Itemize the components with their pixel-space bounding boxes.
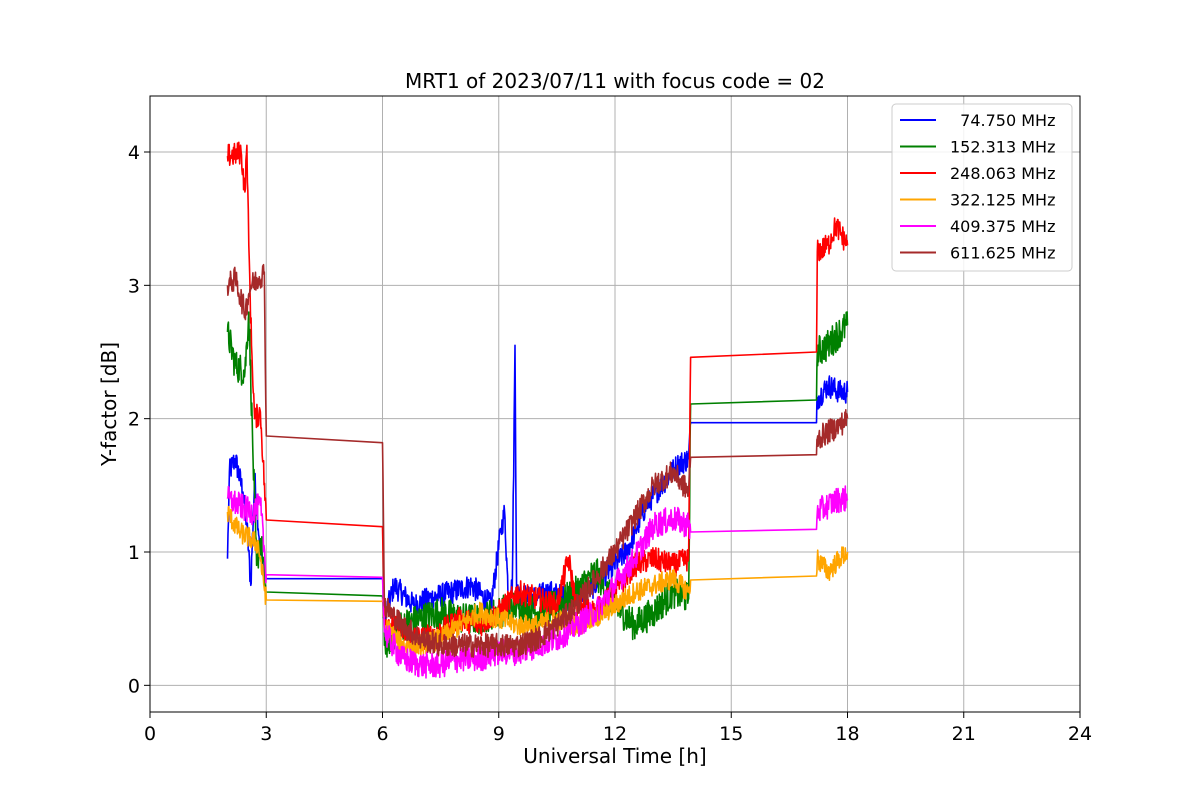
y-axis-title: Y-factor [dB] [97, 342, 121, 467]
x-tick-label: 9 [493, 723, 505, 745]
x-tick-label: 18 [835, 723, 859, 745]
series-line-2 [226, 141, 849, 650]
y-tick-label: 2 [128, 409, 140, 431]
x-tick-label: 15 [719, 723, 743, 745]
y-tick-label: 3 [128, 275, 140, 297]
legend-label: 74.750 MHz [950, 111, 1055, 130]
legend-label: 322.125 MHz [950, 191, 1055, 210]
x-tick-label: 24 [1068, 723, 1092, 745]
legend-label: 248.063 MHz [950, 164, 1055, 183]
x-tick-label: 21 [952, 723, 976, 745]
x-tick-label: 3 [260, 723, 272, 745]
legend-label: 409.375 MHz [950, 217, 1055, 236]
y-tick-label: 0 [128, 675, 140, 697]
chart-title: MRT1 of 2023/07/11 with focus code = 02 [405, 69, 825, 93]
series-line-3 [226, 505, 849, 657]
x-axis-title: Universal Time [h] [523, 744, 706, 768]
series-line-4 [226, 485, 849, 679]
x-tick-label: 12 [603, 723, 627, 745]
legend-label: 152.313 MHz [950, 138, 1055, 157]
legend: 74.750 MHz 152.313 MHz 248.063 MHz 322.125 … [891, 103, 1073, 272]
y-tick-label: 1 [128, 542, 140, 564]
series-line-0 [226, 344, 849, 627]
x-tick-label: 0 [144, 723, 156, 745]
legend-label: 611.625 MHz [950, 244, 1055, 263]
series-layer [226, 141, 849, 679]
x-tick-label: 6 [376, 723, 388, 745]
y-tick-label: 4 [128, 142, 140, 164]
legend-box [891, 103, 1073, 272]
series-line-1 [226, 311, 849, 658]
series-line-5 [226, 263, 849, 658]
